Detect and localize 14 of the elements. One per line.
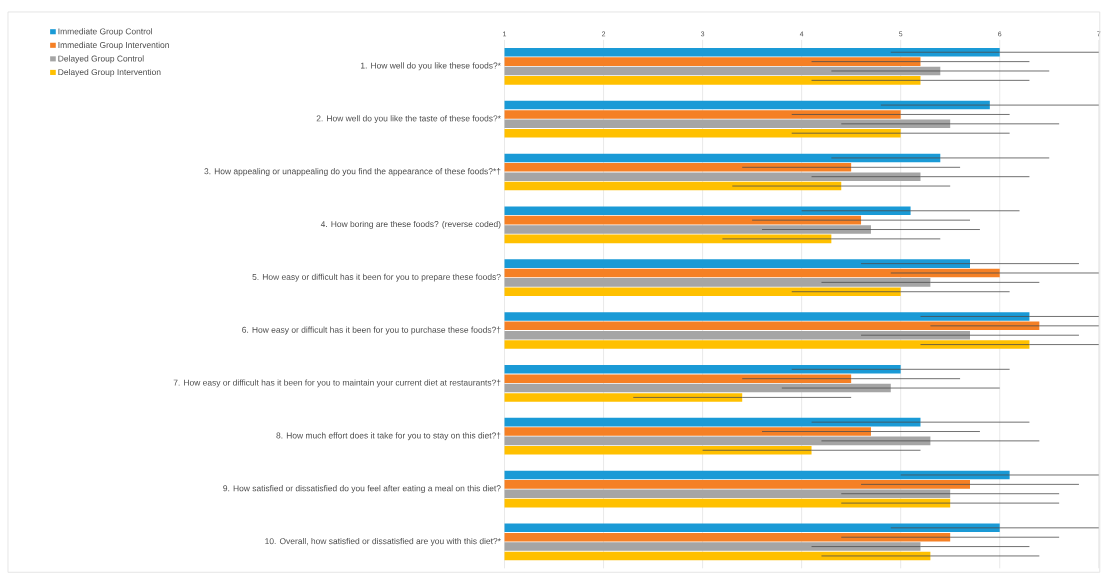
y-tick-label: 3. How appealing or unappealing do you find the appearance of these foods?*†: [204, 167, 501, 176]
y-tick-label: 2. How well do you like the taste of these foods?*: [316, 115, 501, 123]
y-tick-label: 1. How well do you like these foods?*: [361, 62, 501, 71]
legend-label: Immediate Group Intervention: [58, 41, 169, 50]
y-tick-label: 10. Overall, how satisfied or dissatisfied are you with this diet?*: [265, 537, 501, 546]
legend-label: Delayed Group Control: [58, 55, 144, 64]
y-tick-label: 5. How easy or difficult has it been for you to prepare these foods?: [252, 273, 501, 282]
y-tick-label: 7. How easy or difficult has it been for you to maintain your current diet at restaurants?†: [173, 379, 501, 388]
y-tick-label: 9. How satisfied or dissatisfied do you feel after eating a meal on this diet?: [223, 484, 501, 493]
legend-label: Immediate Group Control: [58, 28, 152, 36]
y-tick-label: 6. How easy or difficult has it been for you to purchase these foods?†: [242, 326, 501, 335]
legend-label: Delayed Group Intervention: [58, 68, 161, 77]
y-tick-label: 8. How much effort does it take for you to stay on this diet?†: [276, 432, 501, 440]
y-tick-label: 4. How boring are these foods? (reverse coded): [320, 220, 501, 229]
